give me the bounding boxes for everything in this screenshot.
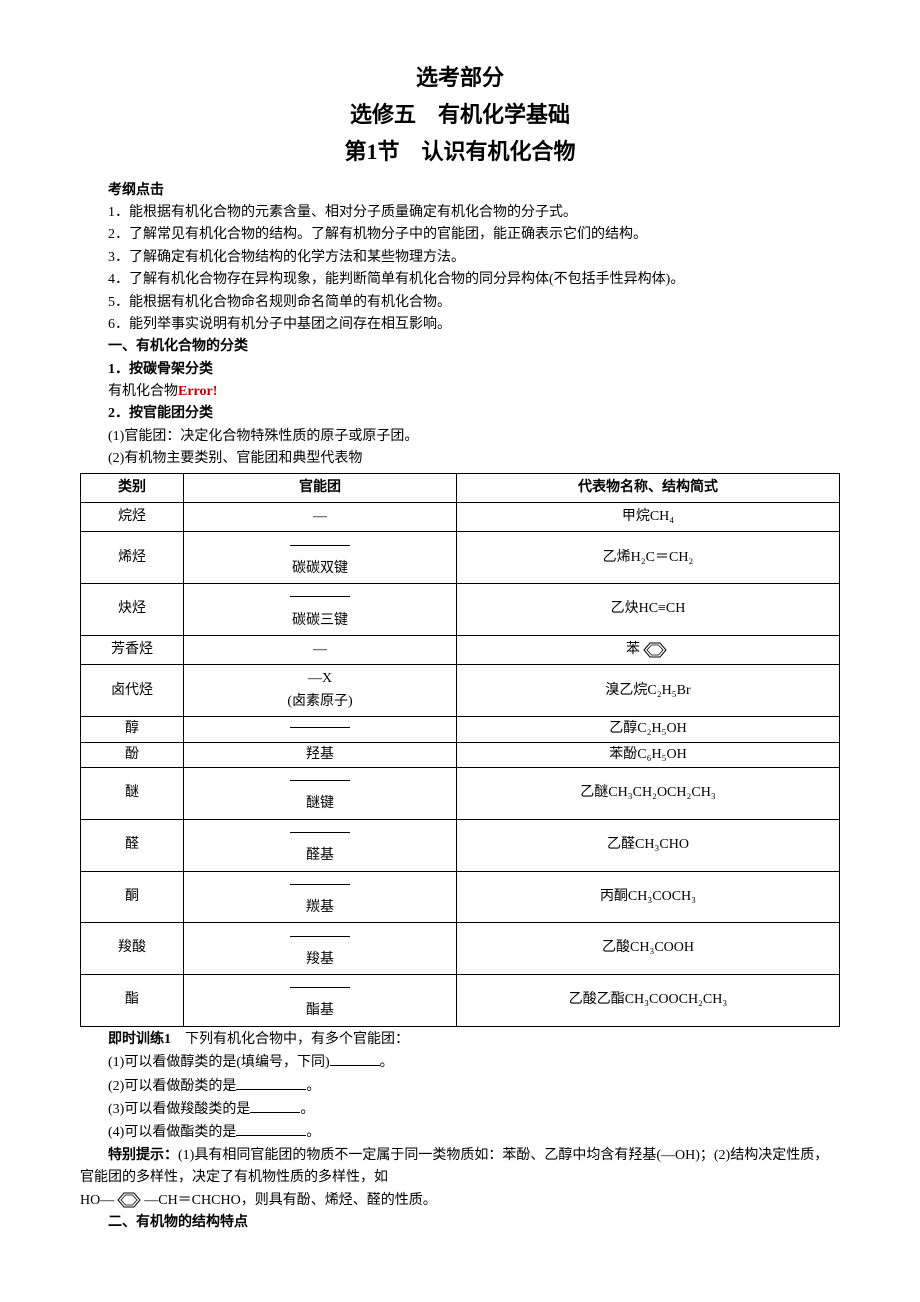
cell-category: 酚 bbox=[81, 742, 184, 767]
functional-group-table: 类别 官能团 代表物名称、结构简式 烷烃—甲烷CH₄烯烃碳碳双键乙烯H₂C＝CH… bbox=[80, 473, 840, 1027]
outline-item: 1．能根据有机化合物的元素含量、相对分子质量确定有机化合物的分子式。 bbox=[80, 202, 840, 224]
cell-representative: 溴乙烷C₂H₅Br bbox=[457, 665, 840, 717]
blank-field[interactable] bbox=[236, 1075, 306, 1090]
cell-category: 芳香烃 bbox=[81, 635, 184, 664]
cell-functional-group: 碳碳三键 bbox=[184, 584, 457, 636]
cell-functional-group: 羧基 bbox=[184, 923, 457, 975]
cell-representative: 乙醛CH₃CHO bbox=[457, 819, 840, 871]
training-1-q3: (3)可以看做羧酸类的是。 bbox=[80, 1098, 840, 1121]
section-1-2-1: (1)官能团：决定化合物特殊性质的原子或原子团。 bbox=[80, 426, 840, 448]
section-1-1: 1．按碳骨架分类 bbox=[80, 359, 840, 381]
cell-category: 醇 bbox=[81, 717, 184, 742]
cell-representative: 丙酮CH₃COCH₃ bbox=[457, 871, 840, 923]
training-1-q4: (4)可以看做酯类的是。 bbox=[80, 1121, 840, 1144]
tip-label: 特别提示： bbox=[108, 1148, 178, 1163]
section-1-heading: 一、有机化合物的分类 bbox=[80, 336, 840, 358]
cell-functional-group: —X(卤素原子) bbox=[184, 665, 457, 717]
cell-representative: 乙炔HC≡CH bbox=[457, 584, 840, 636]
cell-functional-group: 酯基 bbox=[184, 975, 457, 1027]
cell-functional-group bbox=[184, 717, 457, 742]
table-row: 酚羟基苯酚C₆H₅OH bbox=[81, 742, 840, 767]
table-row: 醇 乙醇C₂H₅OH bbox=[81, 717, 840, 742]
blank-field[interactable] bbox=[250, 1098, 300, 1113]
cell-representative: 乙烯H₂C＝CH₂ bbox=[457, 532, 840, 584]
table-row: 卤代烃—X(卤素原子)溴乙烷C₂H₅Br bbox=[81, 665, 840, 717]
heading-exam-outline: 考纲点击 bbox=[80, 180, 840, 202]
cell-category: 烯烃 bbox=[81, 532, 184, 584]
error-text: Error! bbox=[178, 384, 217, 399]
training-1: 即时训练1 下列有机化合物中，有多个官能团： bbox=[80, 1029, 840, 1051]
outline-item: 5．能根据有机化合物命名规则命名简单的有机化合物。 bbox=[80, 292, 840, 314]
blank-field[interactable] bbox=[330, 1051, 380, 1066]
blank-field[interactable] bbox=[236, 1121, 306, 1136]
cell-representative: 乙醇C₂H₅OH bbox=[457, 717, 840, 742]
title-section: 第1节 认识有机化合物 bbox=[80, 134, 840, 169]
cell-representative: 苯酚C₆H₅OH bbox=[457, 742, 840, 767]
training-1-q1: (1)可以看做醇类的是(填编号，下同)。 bbox=[80, 1051, 840, 1074]
cell-functional-group: — bbox=[184, 503, 457, 532]
special-tip: 特别提示：(1)具有相同官能团的物质不一定属于同一类物质如：苯酚、乙醇中均含有羟… bbox=[80, 1145, 840, 1190]
tip-formula-line: HO——CH＝CHCHO，则具有酚、烯烃、醛的性质。 bbox=[80, 1190, 840, 1212]
section-1-1-content: 有机化合物Error! bbox=[80, 381, 840, 403]
cell-representative: 乙酸乙酯CH₃COOCH₂CH₃ bbox=[457, 975, 840, 1027]
cell-representative: 甲烷CH₄ bbox=[457, 503, 840, 532]
cell-functional-group: 羟基 bbox=[184, 742, 457, 767]
table-row: 酯酯基乙酸乙酯CH₃COOCH₂CH₃ bbox=[81, 975, 840, 1027]
benzene-icon bbox=[114, 1191, 144, 1209]
cell-category: 酮 bbox=[81, 871, 184, 923]
cell-functional-group: 醛基 bbox=[184, 819, 457, 871]
cell-functional-group: 醚键 bbox=[184, 767, 457, 819]
outline-item: 6．能列举事实说明有机分子中基团之间存在相互影响。 bbox=[80, 314, 840, 336]
cell-representative: 苯 bbox=[457, 635, 840, 664]
cell-category: 醛 bbox=[81, 819, 184, 871]
outline-item: 4．了解有机化合物存在异构现象，能判断简单有机化合物的同分异构体(不包括手性异构… bbox=[80, 269, 840, 291]
table-row: 芳香烃—苯 bbox=[81, 635, 840, 664]
cell-representative: 乙醚CH₃CH₂OCH₂CH₃ bbox=[457, 767, 840, 819]
cell-category: 烷烃 bbox=[81, 503, 184, 532]
title-book: 选修五 有机化学基础 bbox=[80, 97, 840, 132]
table-row: 羧酸羧基乙酸CH₃COOH bbox=[81, 923, 840, 975]
cell-category: 酯 bbox=[81, 975, 184, 1027]
table-row: 醛醛基乙醛CH₃CHO bbox=[81, 819, 840, 871]
cell-functional-group: 碳碳双键 bbox=[184, 532, 457, 584]
title-block: 选考部分 选修五 有机化学基础 第1节 认识有机化合物 bbox=[80, 60, 840, 170]
table-row: 醚醚键乙醚CH₃CH₂OCH₂CH₃ bbox=[81, 767, 840, 819]
table-row: 炔烃碳碳三键乙炔HC≡CH bbox=[81, 584, 840, 636]
table-row: 烷烃—甲烷CH₄ bbox=[81, 503, 840, 532]
training-1-q2: (2)可以看做酚类的是。 bbox=[80, 1075, 840, 1098]
section-1-2-2: (2)有机物主要类别、官能团和典型代表物 bbox=[80, 448, 840, 470]
table-row: 酮羰基丙酮CH₃COCH₃ bbox=[81, 871, 840, 923]
outline-item: 2．了解常见有机化合物的结构。了解有机物分子中的官能团，能正确表示它们的结构。 bbox=[80, 224, 840, 246]
outline-item: 3．了解确定有机化合物结构的化学方法和某些物理方法。 bbox=[80, 247, 840, 269]
cell-representative: 乙酸CH₃COOH bbox=[457, 923, 840, 975]
cell-functional-group: — bbox=[184, 635, 457, 664]
section-1-2: 2．按官能团分类 bbox=[80, 403, 840, 425]
cell-category: 羧酸 bbox=[81, 923, 184, 975]
cell-functional-group: 羰基 bbox=[184, 871, 457, 923]
cell-category: 炔烃 bbox=[81, 584, 184, 636]
title-part: 选考部分 bbox=[80, 60, 840, 95]
section-2-heading: 二、有机物的结构特点 bbox=[80, 1212, 840, 1234]
cell-category: 卤代烃 bbox=[81, 665, 184, 717]
table-header-row: 类别 官能团 代表物名称、结构简式 bbox=[81, 473, 840, 502]
training-1-label: 即时训练1 bbox=[108, 1032, 171, 1047]
th-category: 类别 bbox=[81, 473, 184, 502]
table-row: 烯烃碳碳双键乙烯H₂C＝CH₂ bbox=[81, 532, 840, 584]
th-representative: 代表物名称、结构简式 bbox=[457, 473, 840, 502]
th-functional-group: 官能团 bbox=[184, 473, 457, 502]
cell-category: 醚 bbox=[81, 767, 184, 819]
